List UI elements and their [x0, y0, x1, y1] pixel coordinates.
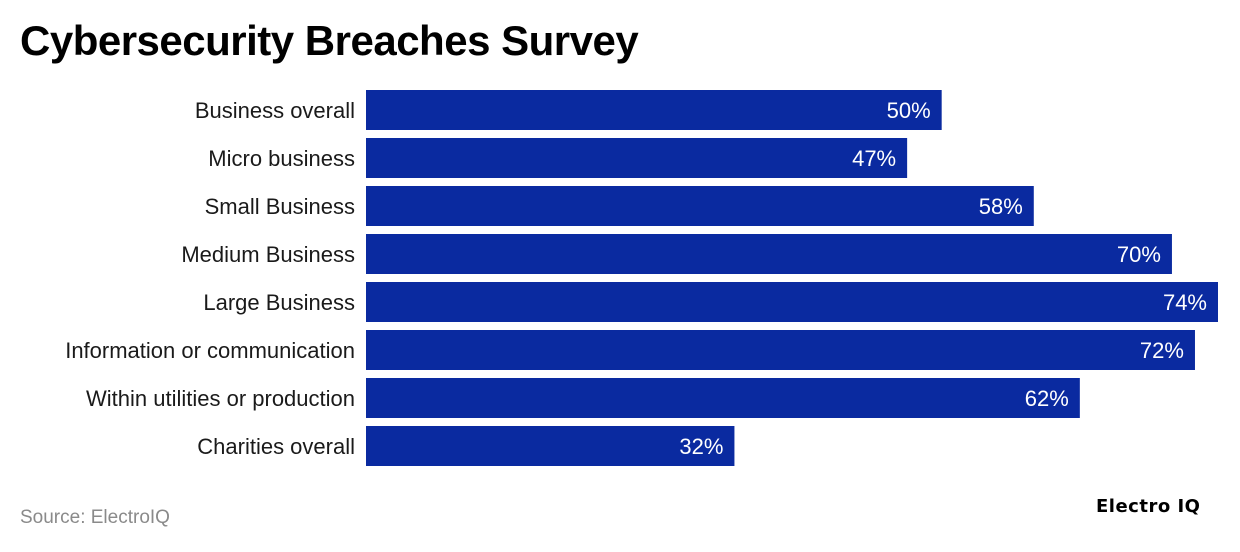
bar [366, 186, 1034, 226]
data-label: 58% [979, 194, 1023, 219]
bar [366, 138, 908, 178]
chart-title: Cybersecurity Breaches Survey [20, 17, 639, 64]
category-label: Business overall [195, 98, 355, 123]
bar [366, 234, 1172, 274]
data-label: 74% [1163, 290, 1207, 315]
bar [366, 426, 735, 466]
category-label: Medium Business [181, 242, 355, 267]
bar [366, 282, 1218, 322]
category-label: Large Business [203, 290, 355, 315]
data-label: 47% [852, 146, 896, 171]
category-label: Micro business [208, 146, 355, 171]
category-label: Charities overall [197, 434, 355, 459]
data-label: 50% [887, 98, 931, 123]
data-label: 32% [679, 434, 723, 459]
bar [366, 378, 1080, 418]
brand-logo: Electro IQ [1096, 496, 1201, 517]
data-label: 62% [1025, 386, 1069, 411]
bar [366, 90, 942, 130]
category-label: Small Business [205, 194, 355, 219]
bar [366, 330, 1195, 370]
data-label: 70% [1117, 242, 1161, 267]
category-label: Information or communication [65, 338, 355, 363]
data-label: 72% [1140, 338, 1184, 363]
category-label: Within utilities or production [86, 386, 355, 411]
source-note: Source: ElectroIQ [20, 507, 170, 528]
